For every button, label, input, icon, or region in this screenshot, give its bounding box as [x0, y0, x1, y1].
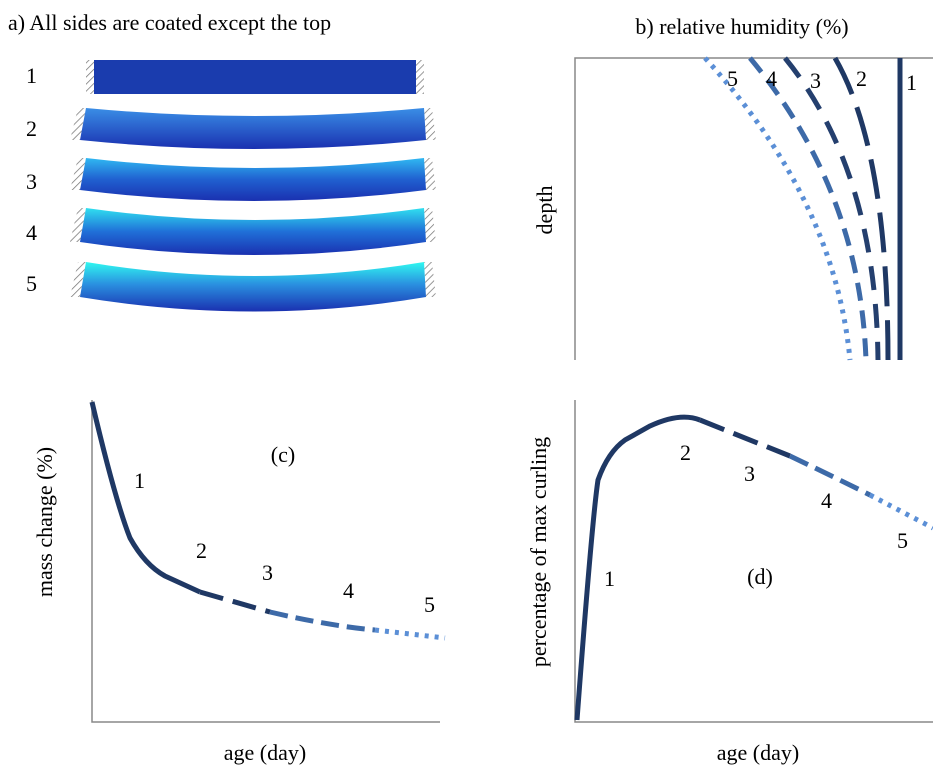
curve — [703, 56, 853, 361]
panel-title: a) All sides are coated except the top — [8, 10, 331, 35]
curve — [748, 56, 869, 361]
curve-label: 4 — [821, 488, 832, 513]
curve-label: 5 — [727, 66, 738, 91]
stage-label: 1 — [26, 63, 37, 88]
curve-label: 2 — [680, 440, 691, 465]
axis — [91, 400, 440, 723]
curve-label: 5 — [897, 528, 908, 553]
curve-label: 2 — [196, 538, 207, 563]
stage-label: 2 — [26, 116, 37, 141]
x-axis-label: age (day) — [717, 740, 799, 765]
panel-a: a) All sides are coated except the top 1… — [8, 10, 436, 312]
curve — [788, 453, 872, 498]
curve-label: 1 — [906, 70, 917, 95]
curve-label: 5 — [424, 592, 435, 617]
curve-label: 3 — [744, 461, 755, 486]
curve — [89, 401, 202, 595]
curve — [832, 56, 891, 361]
stage-label: 4 — [26, 220, 37, 245]
curve-label: 4 — [766, 66, 777, 91]
curve — [374, 627, 446, 641]
panel-d: (d) percentage of max curling age (day) … — [526, 400, 933, 765]
curve-label: 2 — [856, 66, 867, 91]
beam — [86, 60, 424, 94]
beam — [70, 208, 436, 255]
curve — [269, 609, 376, 633]
axis — [574, 57, 933, 360]
curve-label: 3 — [262, 560, 273, 585]
curve-label: 4 — [343, 578, 354, 603]
curve — [783, 56, 881, 361]
curve-label: 3 — [810, 68, 821, 93]
panel-title: b) relative humidity (%) — [635, 14, 848, 39]
curve — [699, 417, 791, 459]
y-axis-label: mass change (%) — [32, 447, 57, 597]
curve — [868, 492, 933, 531]
curve-label: 1 — [134, 468, 145, 493]
stage-label: 3 — [26, 169, 37, 194]
x-axis-label: age (day) — [224, 740, 306, 765]
curve — [199, 589, 271, 615]
panel-c: (c) mass change (%) age (day) 1 2 3 4 5 — [32, 400, 446, 765]
panel-b: b) relative humidity (%) depth 1 2 3 4 5 — [532, 14, 933, 361]
panel-label: (d) — [747, 564, 773, 589]
y-axis-label: depth — [532, 186, 557, 235]
beam — [70, 262, 436, 312]
curve-label: 1 — [604, 566, 615, 591]
beam — [70, 108, 436, 149]
axis — [574, 400, 933, 723]
panel-label: (c) — [271, 442, 295, 467]
curve — [574, 414, 701, 721]
y-axis-label: percentage of max curling — [526, 437, 551, 667]
beam — [70, 158, 436, 201]
stage-label: 5 — [26, 271, 37, 296]
